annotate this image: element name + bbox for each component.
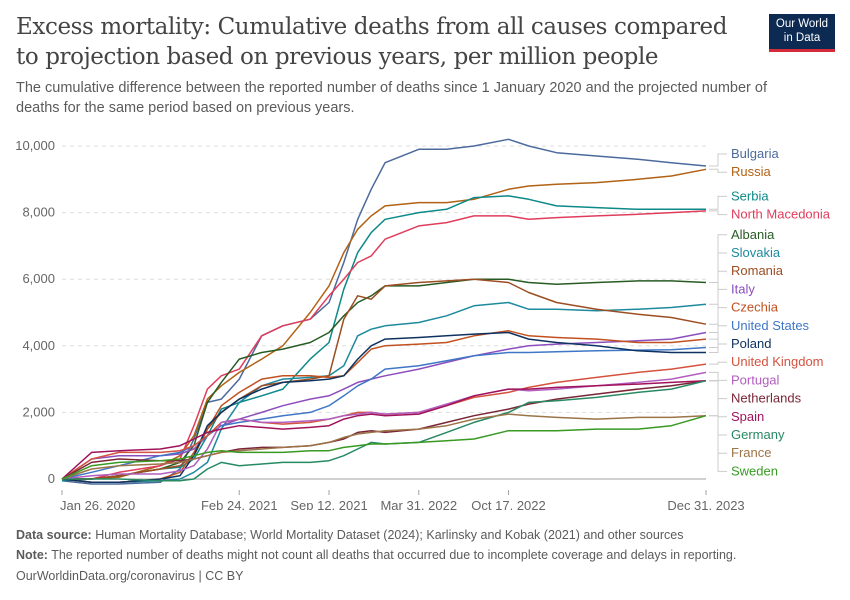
legend-connector xyxy=(709,168,727,173)
legend-label-czechia[interactable]: Czechia xyxy=(731,300,779,315)
note: Note: The reported number of deaths migh… xyxy=(16,548,736,562)
series-line-italy[interactable] xyxy=(61,331,707,480)
legend-label-united-kingdom[interactable]: United Kingdom xyxy=(731,354,824,369)
legend: Bulgaria Russia Serbia North Macedonia Alban… xyxy=(709,146,831,478)
series-line-united-states[interactable] xyxy=(61,346,707,480)
series-lines xyxy=(61,138,707,485)
legend-connector xyxy=(709,195,727,210)
legend-connector xyxy=(709,415,727,472)
y-axis: 0 2,000 4,000 6,000 8,000 10,000 xyxy=(15,138,55,486)
data-source-label: Data source: xyxy=(16,528,92,542)
y-tick-label: 0 xyxy=(48,471,55,486)
legend-connector xyxy=(709,325,727,348)
data-source-text: Human Mortality Database; World Mortalit… xyxy=(91,528,684,542)
x-tick-label: Sep 12, 2021 xyxy=(290,498,367,510)
legend-connector xyxy=(709,210,727,216)
legend-connector xyxy=(709,153,727,167)
legend-label-germany[interactable]: Germany xyxy=(731,427,785,442)
legend-label-poland[interactable]: Poland xyxy=(731,336,771,351)
owid-logo[interactable]: Our World in Data xyxy=(769,14,835,52)
legend-label-spain[interactable]: Spain xyxy=(731,409,764,424)
y-tick-label: 6,000 xyxy=(22,271,55,286)
x-tick-label: Feb 24, 2021 xyxy=(201,498,278,510)
legend-label-albania[interactable]: Albania xyxy=(731,227,775,242)
y-tick-label: 8,000 xyxy=(22,205,55,220)
legend-label-portugal[interactable]: Portugal xyxy=(731,372,780,387)
legend-label-bulgaria[interactable]: Bulgaria xyxy=(731,146,779,161)
series-line-france[interactable] xyxy=(61,413,707,480)
legend-label-france[interactable]: France xyxy=(731,445,771,460)
series-line-bulgaria[interactable] xyxy=(61,138,707,485)
series-line-serbia[interactable] xyxy=(61,195,706,482)
series-line-czechia[interactable] xyxy=(61,330,707,484)
legend-label-sweden[interactable]: Sweden xyxy=(731,463,778,478)
series-line-albania[interactable] xyxy=(62,278,707,480)
legend-label-netherlands[interactable]: Netherlands xyxy=(731,391,802,406)
series-line-north-macedonia[interactable] xyxy=(62,210,707,480)
legend-label-united-states[interactable]: United States xyxy=(731,318,810,333)
data-source: Data source: Human Mortality Database; W… xyxy=(16,528,683,542)
credit-link[interactable]: OurWorldinData.org/coronavirus | CC BY xyxy=(16,569,244,583)
y-tick-label: 2,000 xyxy=(22,404,55,419)
legend-label-italy[interactable]: Italy xyxy=(731,281,755,296)
chart-title: Excess mortality: Cumulative deaths from… xyxy=(16,14,728,70)
y-tick-label: 10,000 xyxy=(15,138,55,153)
legend-connector xyxy=(709,361,727,365)
x-axis: Jan 26, 2020 Feb 24, 2021 Sep 12, 2021 Mar … xyxy=(60,490,745,510)
chart-subtitle: The cumulative difference between the re… xyxy=(16,80,767,116)
legend-label-north-macedonia[interactable]: North Macedonia xyxy=(731,207,831,222)
line-chart: 0 2,000 4,000 6,000 8,000 10,000 Jan 26, 2020… xyxy=(15,138,831,510)
y-tick-label: 4,000 xyxy=(22,338,55,353)
series-line-sweden[interactable] xyxy=(61,414,707,480)
legend-connector xyxy=(709,343,727,353)
legend-label-serbia[interactable]: Serbia xyxy=(731,188,769,203)
note-text: The reported number of deaths might not … xyxy=(47,548,737,562)
series-line-germany[interactable] xyxy=(62,380,707,482)
series-line-portugal[interactable] xyxy=(61,371,707,480)
legend-connector xyxy=(709,371,727,381)
series-line-spain[interactable] xyxy=(61,380,707,480)
x-tick-label: Jan 26, 2020 xyxy=(60,498,135,510)
legend-label-slovakia[interactable]: Slovakia xyxy=(731,245,781,260)
series-line-united-kingdom[interactable] xyxy=(61,363,707,480)
legend-label-russia[interactable]: Russia xyxy=(731,164,772,179)
series-line-romania[interactable] xyxy=(62,278,707,480)
note-label: Note: xyxy=(16,548,48,562)
legend-connector xyxy=(709,307,727,340)
logo-line-2: in Data xyxy=(783,32,821,44)
x-tick-label: Mar 31, 2022 xyxy=(380,498,457,510)
legend-label-romania[interactable]: Romania xyxy=(731,263,784,278)
logo-line-1: Our World xyxy=(775,18,829,30)
x-tick-label: Dec 31, 2023 xyxy=(667,498,744,510)
x-tick-label: Oct 17, 2022 xyxy=(471,498,545,510)
series-line-poland[interactable] xyxy=(61,331,706,484)
legend-connector xyxy=(709,380,727,436)
series-line-slovakia[interactable] xyxy=(61,301,707,484)
